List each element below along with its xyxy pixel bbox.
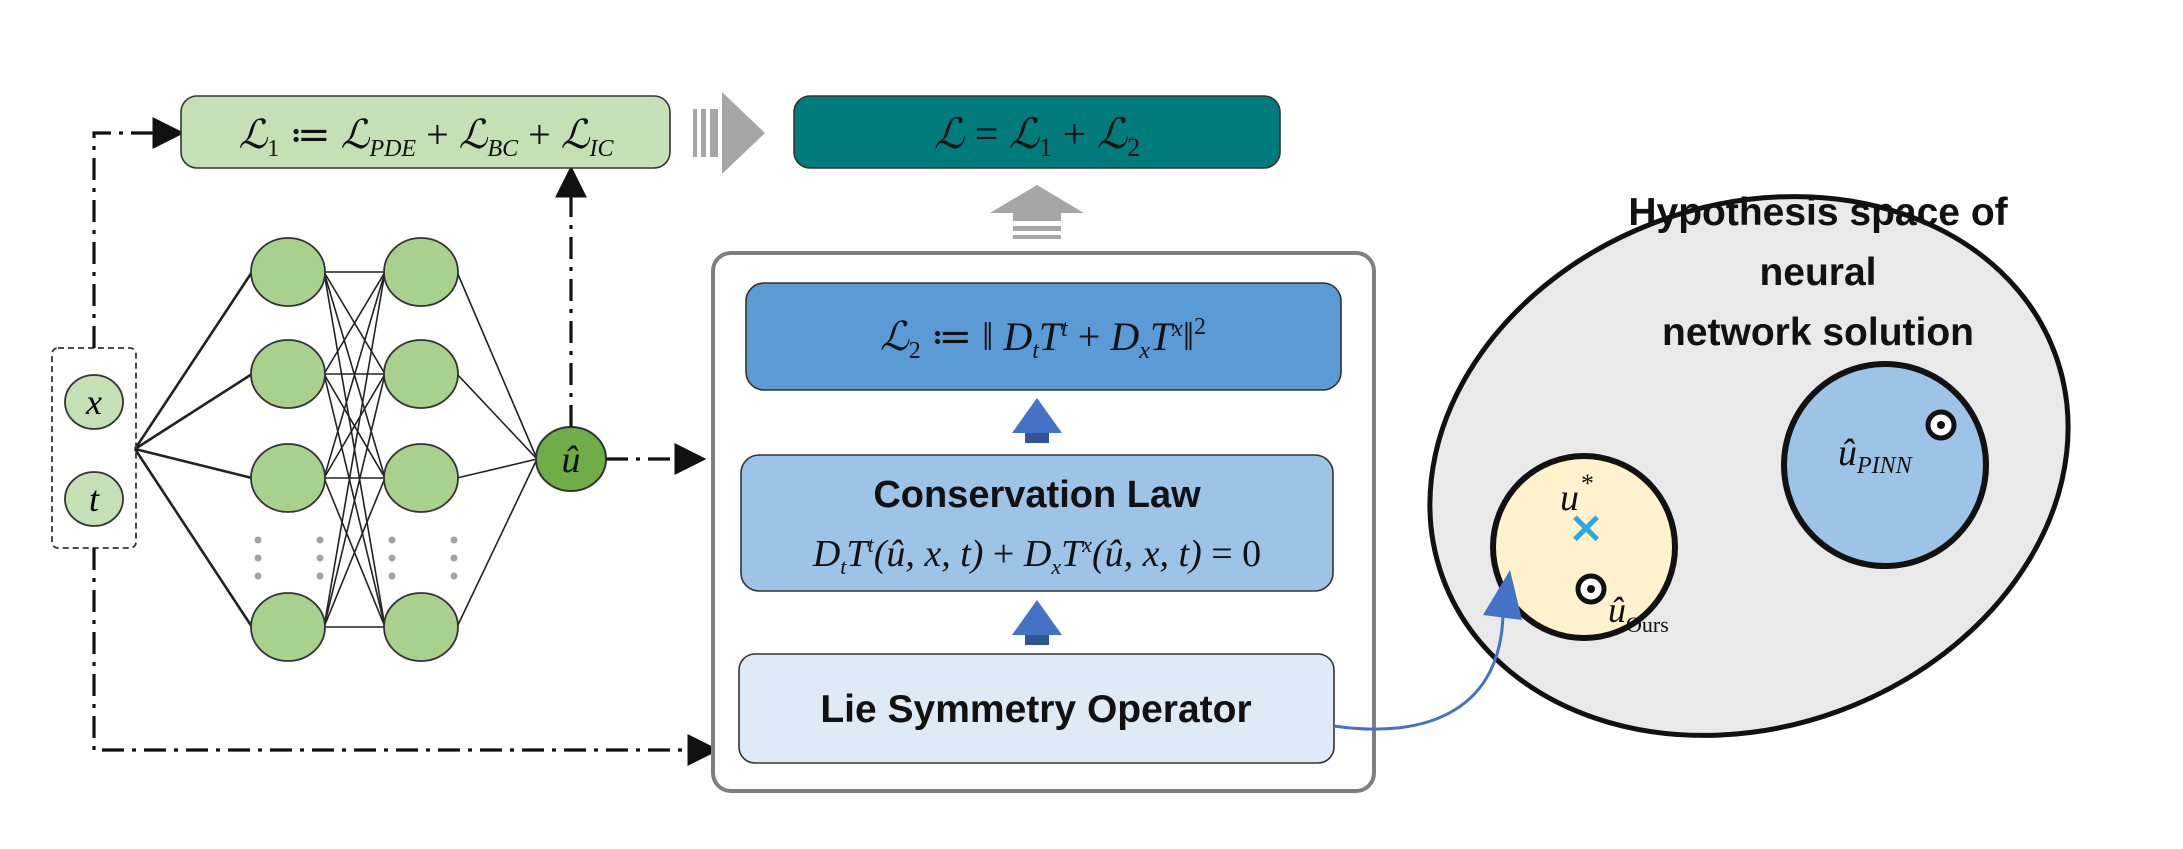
hidden-layer-nodes: [250, 237, 459, 662]
network-edge: [323, 271, 386, 479]
loss-2-formula: ℒ2 ≔ ‖ DtTt + DxTx‖2: [880, 314, 1206, 364]
loss-2-box: ℒ2 ≔ ‖ DtTt + DxTx‖2: [745, 282, 1342, 391]
network-edge: [323, 373, 386, 479]
hidden-layer-ellipsis: [254, 536, 458, 580]
hidden-node-l2-1: [383, 237, 459, 307]
blue-up-arrow-2: [1012, 600, 1062, 645]
hypothesis-space-line-2: neural: [1759, 251, 1876, 294]
hidden-node-l2-3: [383, 443, 459, 513]
input-t-label: t: [89, 479, 100, 519]
ours-solution-label: ûOurs: [1608, 590, 1669, 637]
combine-right-arrow: [693, 92, 765, 174]
input-x-label: x: [85, 382, 102, 422]
lie-to-ours-curved-arrow: [1333, 611, 1505, 731]
dash-dot-connectors: [92, 117, 720, 766]
total-loss-box: ℒ = ℒ1 + ℒ2: [793, 95, 1281, 169]
pinn-solution-region: ûPINN: [1781, 361, 1989, 569]
network-edge: [323, 271, 386, 628]
combine-up-arrow: [990, 185, 1084, 239]
loss-1-formula: ℒ1 ≔ ℒPDE + ℒBC + ℒIC: [238, 112, 614, 162]
loss-1-box: ℒ1 ≔ ℒPDE + ℒBC + ℒIC: [180, 95, 671, 169]
network-edge: [323, 373, 386, 628]
input-node-x: x: [64, 374, 124, 430]
hidden-node-l1-1: [250, 237, 326, 307]
true-solution-cross-icon: ×: [1568, 502, 1605, 553]
hidden-node-l2-2: [383, 339, 459, 409]
true-solution-label: u*: [1560, 469, 1594, 519]
hypothesis-space: Hypothesis space of neural network solut…: [1427, 191, 2071, 738]
blue-up-arrow-1: [1012, 398, 1062, 443]
network-edge: [456, 458, 538, 479]
total-loss-formula: ℒ = ℒ1 + ℒ2: [934, 112, 1140, 162]
network-edge: [456, 271, 538, 460]
network-edge: [456, 458, 538, 628]
hypothesis-space-line-1: Hypothesis space of: [1628, 191, 2008, 234]
network-edge: [323, 477, 386, 628]
hidden-node-l2-4: [383, 592, 459, 662]
network-edge: [133, 448, 254, 628]
hidden-node-l1-2: [250, 339, 326, 409]
ours-solution-region: u* × ûOurs: [1490, 453, 1678, 641]
conservation-law-title: Conservation Law: [873, 474, 1201, 516]
hidden-node-l1-4: [250, 592, 326, 662]
conservation-law-formula: DtTt(û, x, t) + DxTx(û, x, t) = 0: [812, 532, 1261, 579]
output-u-hat-label: û: [562, 439, 581, 481]
lie-to-ours-arrowhead: [1483, 570, 1522, 620]
neural-network-edges: [133, 271, 538, 628]
network-edge: [133, 271, 254, 450]
network-edge: [456, 373, 538, 460]
input-node-t: t: [64, 471, 124, 527]
pinn-solution-label: ûPINN: [1838, 432, 1914, 479]
hypothesis-space-line-3: network solution: [1662, 311, 1974, 354]
network-edge: [134, 372, 253, 451]
lie-symmetry-operator-label: Lie Symmetry Operator: [820, 688, 1251, 731]
network-edge: [134, 447, 253, 480]
lie-symmetry-operator-box: Lie Symmetry Operator: [738, 653, 1335, 764]
conservation-law-box: Conservation Law DtTt(û, x, t) + DxTx(û,…: [740, 454, 1334, 592]
output-node-u-hat: û: [535, 426, 607, 492]
hidden-node-l1-3: [250, 443, 326, 513]
network-edge: [323, 271, 386, 375]
